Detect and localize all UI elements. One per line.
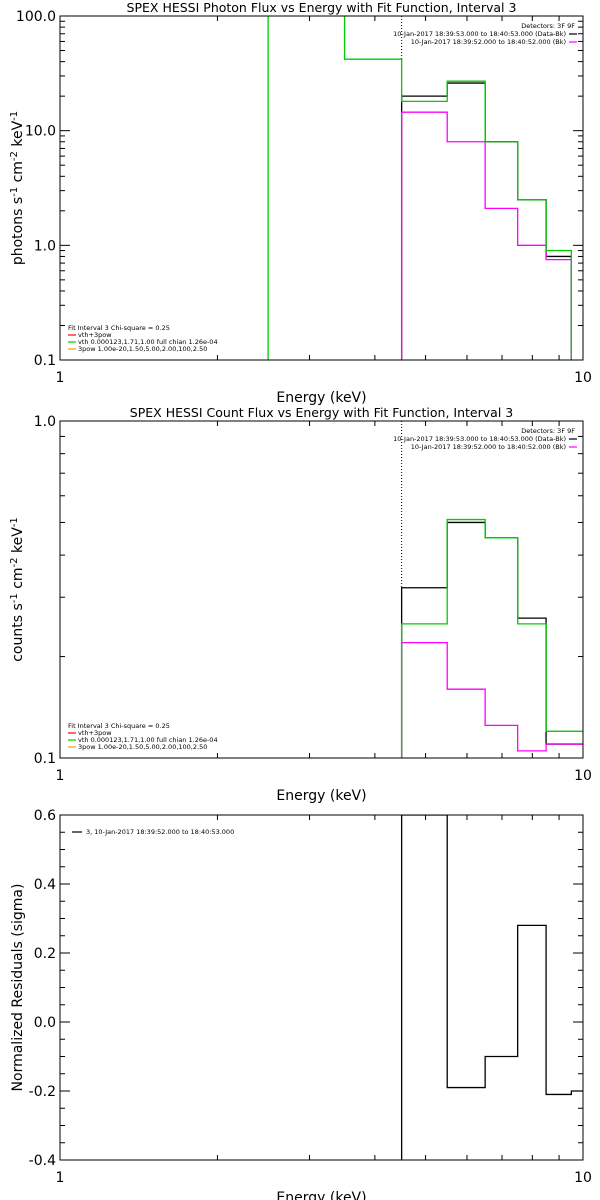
y-axis-label-part: Normalized Residuals (sigma) (10, 884, 26, 1092)
series-line-1 (400, 815, 583, 1160)
chart-title: SPEX HESSI Count Flux vs Energy with Fit… (130, 405, 513, 420)
x-tick-label: 10 (574, 370, 592, 386)
legend-bottom: Fit Interval 3 Chi-square = 0.25vth+3pow… (68, 722, 218, 751)
legend-entry: 10-Jan-2017 18:39:53.000 to 18:40:53.000… (393, 30, 566, 38)
x-axis-label: Energy (keV) (276, 1190, 366, 1200)
x-tick-label: 10 (574, 768, 592, 784)
legend-entry: Detectors: 3F 9F (521, 427, 575, 435)
y-axis-label-part: photons s (10, 197, 26, 265)
plot-frame (59, 814, 584, 1161)
chart-panel-2: 0.1 1.0 1 10 SPEX HESSI Count Flux vs Energy… (9, 405, 592, 804)
x-tick-label: 10 (574, 1170, 592, 1186)
minor-ticks (60, 814, 583, 1161)
y-axis-label-part: keV (10, 527, 26, 558)
legend-entry: Detectors: 3F 9F (521, 22, 575, 30)
chart-panel-3: -0.4 -0.2 0.0 0.2 0.4 0.6 1 10 Energy (keV) Norma… (10, 808, 592, 1200)
y-axis-label-part: keV (10, 120, 26, 151)
y-axis-label: photons s-1 cm-2 keV-1 (9, 111, 27, 265)
y-tick-label: -0.2 (29, 1084, 56, 1100)
series-line-3 (267, 16, 572, 360)
legend-entry: 3, 10-Jan-2017 18:39:52.000 to 18:40:53.… (86, 828, 234, 836)
legend-entry: 3pow 1.00e-20,1.50,5.00,2.00,100,2.50 (78, 743, 207, 751)
y-axis-label-part: -1 (9, 517, 20, 527)
legend-bottom: Fit Interval 3 Chi-square = 0.25vth+3pow… (68, 324, 218, 353)
y-tick-label: 1.0 (34, 414, 56, 430)
y-axis-label-part: cm (10, 567, 26, 593)
legend-entry: vth+3pow (78, 729, 112, 737)
y-tick-label: 0.0 (34, 1015, 56, 1031)
chart-panel-1: 0.1 1.0 10.0 100.0 1 10 SPEX HESSI Photon Flux… (9, 0, 592, 406)
legend-entry: vth 0.000123,1.71,1.00 full chian 1.26e-… (78, 338, 218, 346)
legend-entry: 10-Jan-2017 18:39:52.000 to 18:40:52.000… (411, 38, 566, 46)
y-axis-label: counts s-1 cm-2 keV-1 (9, 517, 27, 662)
y-axis-label-part: cm (10, 161, 26, 187)
series-line-2 (400, 111, 572, 360)
series-line-3 (400, 518, 583, 758)
series-line-1 (400, 82, 572, 360)
series-line-1 (400, 521, 583, 758)
x-axis-label: Energy (keV) (276, 390, 366, 406)
legend-header: Fit Interval 3 Chi-square = 0.25 (68, 324, 170, 332)
y-tick-label: 10.0 (25, 124, 56, 140)
minor-ticks (60, 16, 583, 360)
y-axis-label-part: -2 (9, 151, 20, 161)
y-tick-label: 0.1 (34, 353, 56, 369)
y-tick-label: 1.0 (34, 238, 56, 254)
legend-entry: vth+3pow (78, 331, 112, 339)
y-tick-label: 0.2 (34, 946, 56, 962)
y-axis-label: Normalized Residuals (sigma) (10, 884, 26, 1092)
plot-frame (59, 15, 584, 361)
y-tick-label: -0.4 (29, 1153, 56, 1169)
minor-ticks (60, 421, 583, 758)
series-line-2 (400, 641, 583, 758)
chart-title: SPEX HESSI Photon Flux vs Energy with Fi… (127, 0, 517, 15)
x-tick-label: 1 (56, 370, 65, 386)
y-axis-label-part: -1 (9, 111, 20, 121)
y-tick-label: 0.1 (34, 751, 56, 767)
y-tick-label: 0.6 (34, 808, 56, 824)
legend-entry: vth 0.000123,1.71,1.00 full chian 1.26e-… (78, 736, 218, 744)
series-group (267, 16, 572, 360)
legend-entry: 10-Jan-2017 18:39:53.000 to 18:40:53.000… (393, 435, 566, 443)
x-tick-label: 1 (56, 768, 65, 784)
plot-frame (59, 420, 584, 759)
x-tick-label: 1 (56, 1170, 65, 1186)
y-axis-label-part: counts s (10, 603, 26, 662)
x-axis-label: Energy (keV) (276, 788, 366, 804)
series-group (400, 815, 583, 1160)
series-group (400, 518, 583, 758)
y-tick-label: 100.0 (16, 9, 56, 25)
y-axis-label-part: -1 (9, 593, 20, 603)
legend-entry: 3pow 1.00e-20,1.50,5.00,2.00,100,2.50 (78, 345, 207, 353)
y-tick-label: 0.4 (34, 877, 56, 893)
legend-header: Fit Interval 3 Chi-square = 0.25 (68, 722, 170, 730)
legend-top: 3, 10-Jan-2017 18:39:52.000 to 18:40:53.… (72, 828, 234, 836)
y-axis-label-part: -1 (9, 187, 20, 197)
legend-entry: 10-Jan-2017 18:39:52.000 to 18:40:52.000… (411, 443, 566, 451)
y-axis-label-part: -2 (9, 557, 20, 567)
